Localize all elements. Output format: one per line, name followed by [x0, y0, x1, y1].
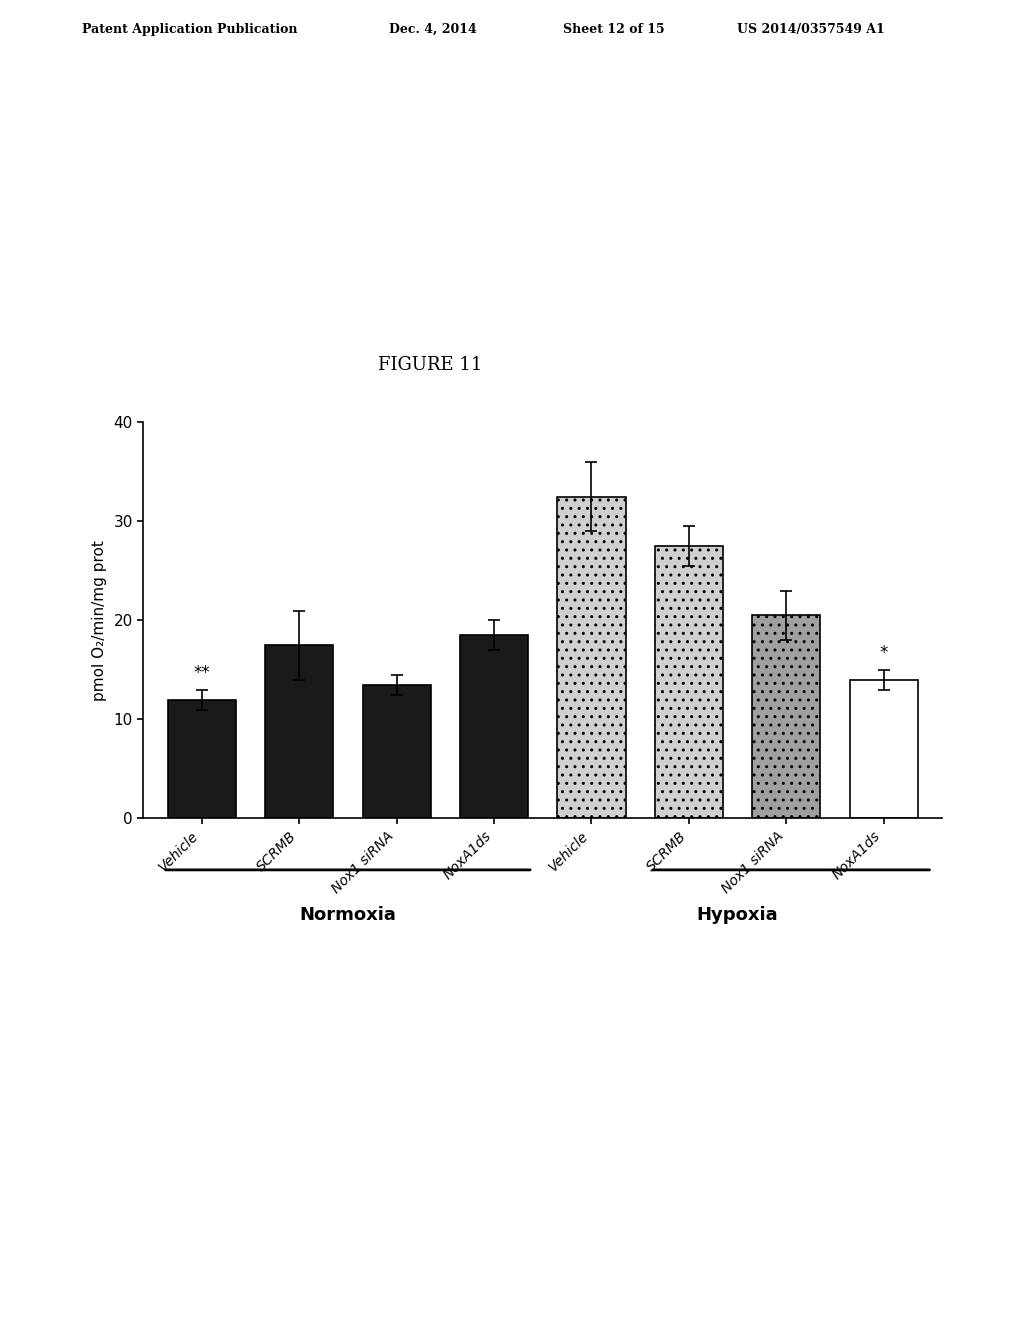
Text: FIGURE 11: FIGURE 11 [378, 355, 482, 374]
Bar [654, 546, 723, 818]
Text: US 2014/0357549 A1: US 2014/0357549 A1 [737, 22, 885, 36]
Text: Sheet 12 of 15: Sheet 12 of 15 [563, 22, 665, 36]
Bar [362, 685, 431, 818]
Bar [460, 635, 528, 818]
Y-axis label: pmol O₂/min/mg prot: pmol O₂/min/mg prot [91, 540, 106, 701]
Text: *: * [880, 644, 888, 663]
Text: Patent Application Publication: Patent Application Publication [82, 22, 297, 36]
Bar [168, 700, 236, 818]
Text: **: ** [194, 664, 210, 681]
Text: Normoxia: Normoxia [299, 906, 396, 924]
Text: Dec. 4, 2014: Dec. 4, 2014 [389, 22, 477, 36]
Text: Hypoxia: Hypoxia [696, 906, 778, 924]
Bar [557, 496, 626, 818]
Bar [265, 645, 333, 818]
Bar [850, 680, 918, 818]
Bar [753, 615, 820, 818]
